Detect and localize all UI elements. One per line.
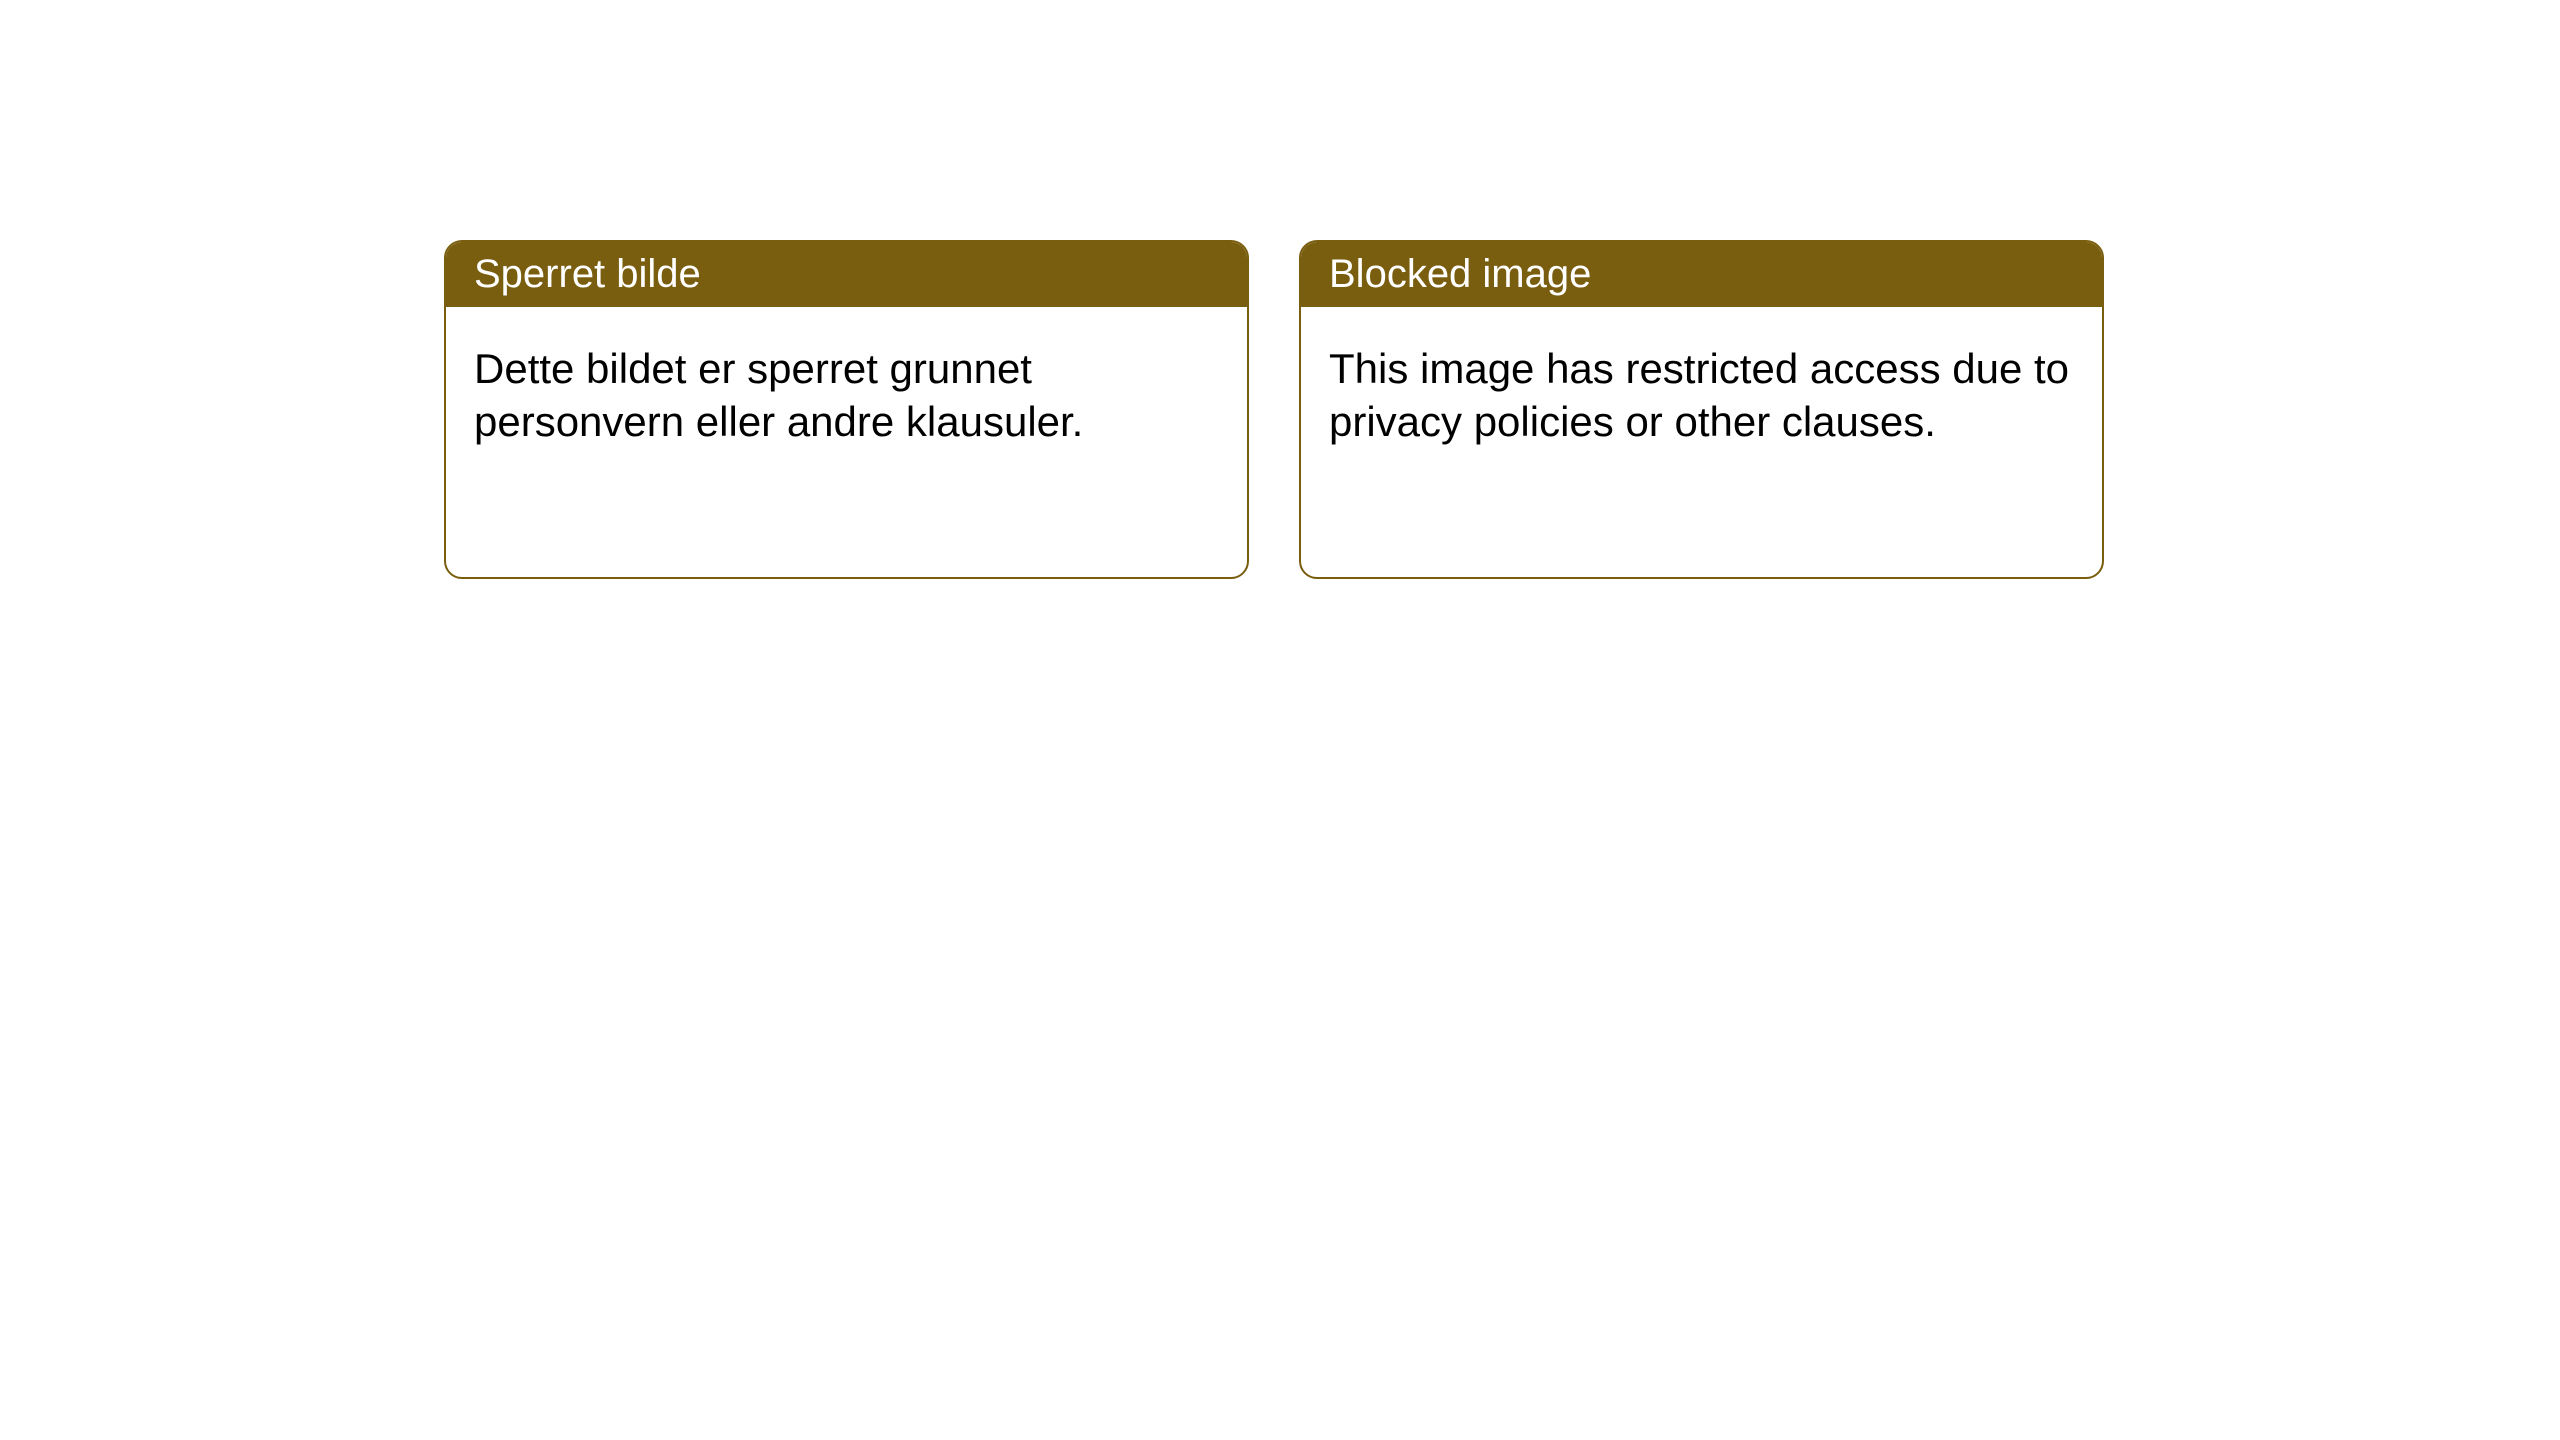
notice-card-english: Blocked image This image has restricted …	[1299, 240, 2104, 579]
notice-card-norwegian: Sperret bilde Dette bildet er sperret gr…	[444, 240, 1249, 579]
notice-title: Sperret bilde	[446, 242, 1247, 307]
notice-title: Blocked image	[1301, 242, 2102, 307]
notice-body: Dette bildet er sperret grunnet personve…	[446, 307, 1247, 577]
notice-container: Sperret bilde Dette bildet er sperret gr…	[0, 0, 2560, 579]
notice-body: This image has restricted access due to …	[1301, 307, 2102, 577]
